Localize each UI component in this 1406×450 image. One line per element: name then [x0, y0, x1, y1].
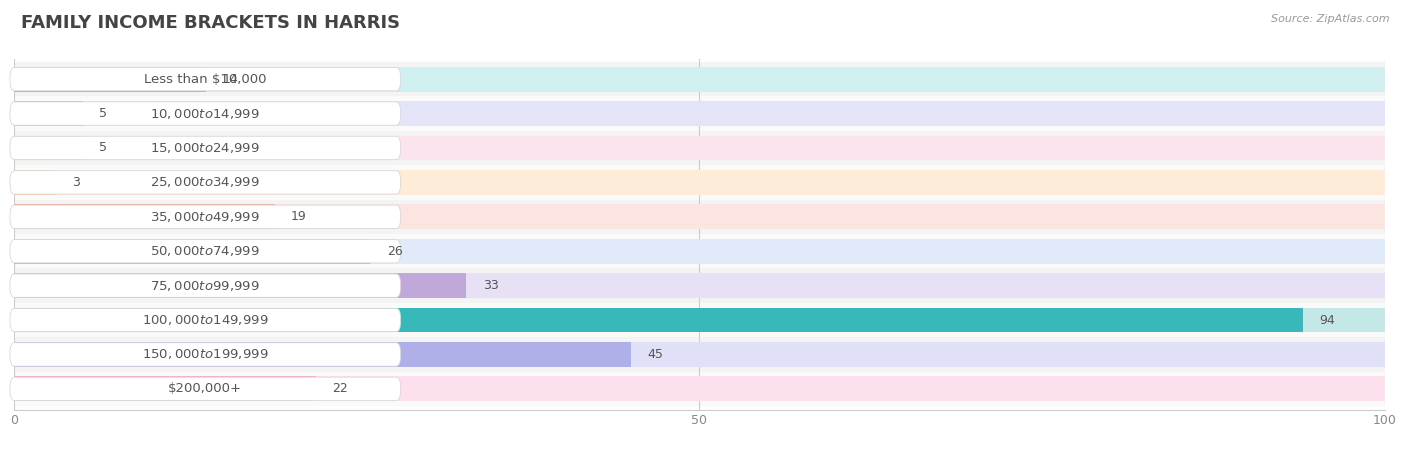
Bar	[14, 101, 83, 126]
Bar	[14, 135, 83, 160]
Text: $75,000 to $99,999: $75,000 to $99,999	[150, 279, 260, 292]
FancyBboxPatch shape	[10, 205, 401, 229]
Text: Source: ZipAtlas.com: Source: ZipAtlas.com	[1271, 14, 1389, 23]
Text: 33: 33	[482, 279, 499, 292]
Bar	[14, 308, 1303, 333]
Text: $100,000 to $149,999: $100,000 to $149,999	[142, 313, 269, 327]
Bar	[14, 131, 1385, 165]
Bar	[14, 204, 274, 229]
FancyBboxPatch shape	[10, 377, 401, 400]
Text: $50,000 to $74,999: $50,000 to $74,999	[150, 244, 260, 258]
Bar	[14, 67, 1385, 91]
Text: $150,000 to $199,999: $150,000 to $199,999	[142, 347, 269, 361]
Bar	[14, 135, 1385, 160]
Text: 45: 45	[647, 348, 664, 361]
Text: $10,000 to $14,999: $10,000 to $14,999	[150, 107, 260, 121]
FancyBboxPatch shape	[10, 239, 401, 263]
Text: FAMILY INCOME BRACKETS IN HARRIS: FAMILY INCOME BRACKETS IN HARRIS	[21, 14, 401, 32]
Bar	[14, 239, 371, 264]
FancyBboxPatch shape	[10, 274, 401, 297]
Text: 26: 26	[387, 245, 402, 258]
FancyBboxPatch shape	[10, 136, 401, 160]
Bar	[14, 170, 55, 195]
Text: $15,000 to $24,999: $15,000 to $24,999	[150, 141, 260, 155]
Bar	[14, 170, 1385, 195]
Bar	[14, 273, 467, 298]
Bar	[14, 337, 1385, 372]
Text: 5: 5	[98, 141, 107, 154]
Text: 5: 5	[98, 107, 107, 120]
Bar	[14, 342, 1385, 367]
FancyBboxPatch shape	[10, 171, 401, 194]
Bar	[14, 273, 1385, 298]
Text: 94: 94	[1319, 314, 1334, 327]
Text: 19: 19	[291, 210, 307, 223]
FancyBboxPatch shape	[10, 102, 401, 125]
Bar	[14, 268, 1385, 303]
Bar	[14, 96, 1385, 131]
Bar	[14, 234, 1385, 268]
FancyBboxPatch shape	[10, 68, 401, 91]
Bar	[14, 377, 1385, 401]
Bar	[14, 165, 1385, 200]
FancyBboxPatch shape	[10, 308, 401, 332]
Bar	[14, 342, 631, 367]
Text: 3: 3	[72, 176, 80, 189]
Bar	[14, 67, 207, 91]
Text: Less than $10,000: Less than $10,000	[143, 72, 267, 86]
Bar	[14, 308, 1385, 333]
FancyBboxPatch shape	[10, 343, 401, 366]
Bar	[14, 200, 1385, 234]
Bar	[14, 204, 1385, 229]
Bar	[14, 377, 315, 401]
Bar	[14, 372, 1385, 406]
Bar	[14, 239, 1385, 264]
Bar	[14, 303, 1385, 337]
Bar	[14, 62, 1385, 96]
Text: $200,000+: $200,000+	[169, 382, 242, 396]
Text: 14: 14	[222, 72, 238, 86]
Text: $25,000 to $34,999: $25,000 to $34,999	[150, 176, 260, 189]
Bar	[14, 101, 1385, 126]
Text: 22: 22	[332, 382, 347, 396]
Text: $35,000 to $49,999: $35,000 to $49,999	[150, 210, 260, 224]
